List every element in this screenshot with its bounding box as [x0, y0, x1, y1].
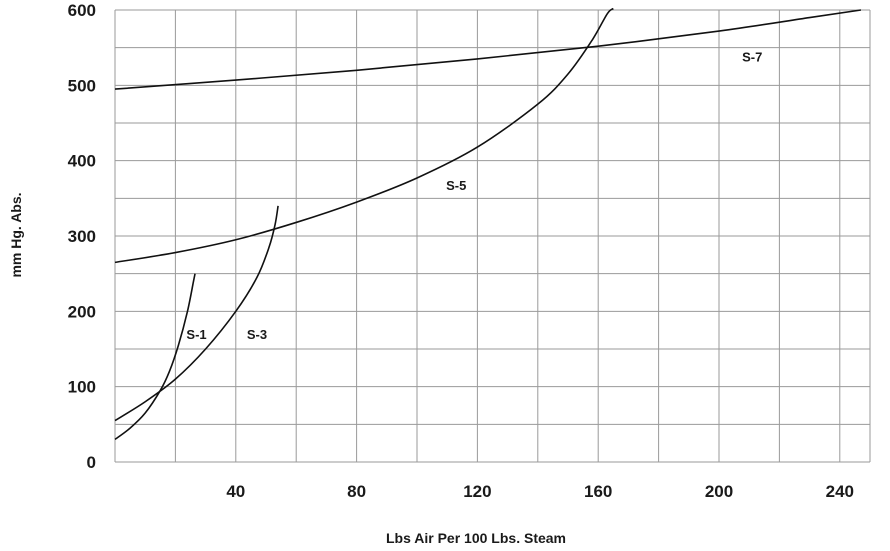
x-tick-label: 240: [826, 482, 854, 501]
y-tick-label: 200: [68, 302, 96, 321]
x-tick-label: 80: [347, 482, 366, 501]
x-tick-label: 40: [226, 482, 245, 501]
series-label-s-3: S-3: [247, 327, 267, 342]
series-line-s-5: [114, 7, 614, 264]
series-line-s-7: [114, 9, 862, 90]
series-line-s-1: [114, 273, 196, 441]
y-tick-label: 600: [68, 1, 96, 20]
x-tick-label: 120: [463, 482, 491, 501]
y-axis-label: mm Hg. Abs.: [8, 192, 24, 277]
curve-labels: S-1 S-3 S-5 S-7: [186, 50, 762, 342]
series-label-s-7: S-7: [742, 50, 762, 65]
x-tick-label: 200: [705, 482, 733, 501]
x-axis-ticks: 40 80 120 160 200 240: [226, 482, 854, 501]
y-tick-label: 400: [68, 152, 96, 171]
x-tick-label: 160: [584, 482, 612, 501]
series-label-s-1: S-1: [186, 327, 206, 342]
y-tick-label: 0: [87, 453, 96, 472]
x-axis-label: Lbs Air Per 100 Lbs. Steam: [386, 530, 566, 546]
series-label-s-5: S-5: [446, 178, 466, 193]
y-tick-label: 100: [68, 378, 96, 397]
y-axis-ticks: 0 100 200 300 400 500 600: [68, 1, 96, 472]
grid: [114, 9, 871, 463]
y-tick-label: 500: [68, 76, 96, 95]
y-tick-label: 300: [68, 227, 96, 246]
curves: [114, 7, 862, 441]
series-line-s-3: [114, 205, 279, 422]
